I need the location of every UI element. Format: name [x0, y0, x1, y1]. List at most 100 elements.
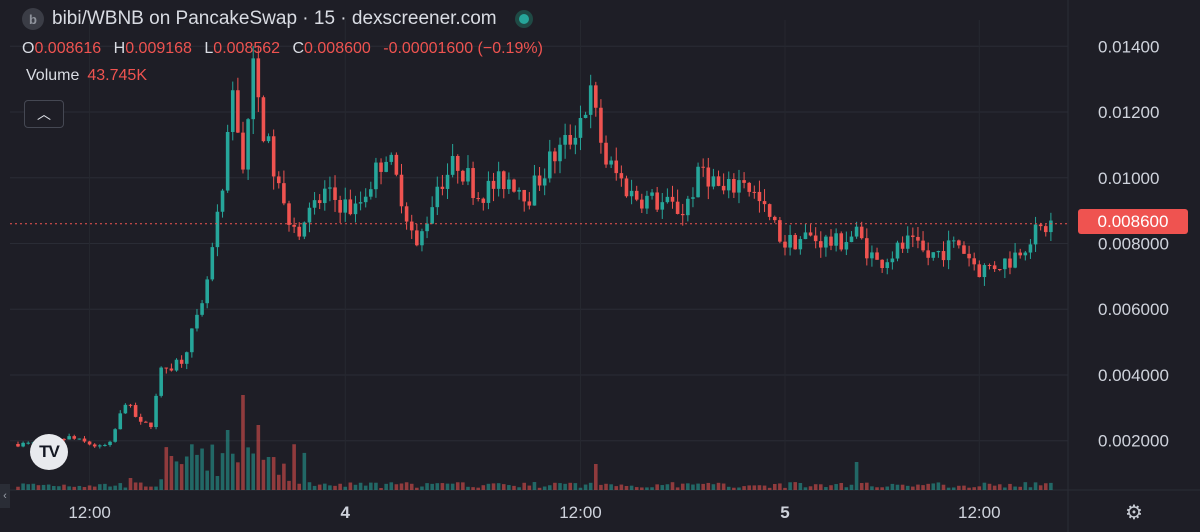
volume-bar: [614, 486, 619, 490]
candle-body: [312, 200, 317, 208]
candle-body: [537, 175, 542, 186]
candle-body: [982, 265, 987, 278]
candle-body: [568, 134, 573, 145]
volume-bar: [686, 483, 690, 490]
volume-bar: [496, 483, 501, 490]
volume-bar: [210, 444, 215, 490]
chevron-up-icon: ︿: [37, 106, 51, 122]
candle-body: [834, 233, 838, 246]
volume-bar: [547, 485, 552, 490]
y-tick-label: 0.01000: [1098, 169, 1159, 188]
volume-bar: [680, 483, 685, 490]
volume-bar: [573, 483, 578, 490]
volume-bar: [501, 484, 506, 490]
candle-body: [138, 416, 143, 422]
volume-bar: [936, 482, 941, 490]
candle-body: [205, 279, 209, 304]
y-tick-label: 0.01200: [1098, 103, 1159, 122]
volume-bar: [640, 487, 644, 490]
candle-body: [767, 204, 772, 217]
candle-body: [865, 238, 869, 259]
candle-body: [619, 173, 624, 179]
volume-bar: [706, 482, 711, 490]
candle-body: [706, 167, 711, 187]
x-tick-label: 12:00: [958, 503, 1001, 522]
candle-body: [369, 189, 373, 197]
volume-bar: [865, 482, 869, 490]
volume-bar: [870, 486, 874, 490]
candle-body: [849, 236, 854, 243]
candle-body: [854, 226, 859, 237]
candle-body: [225, 132, 230, 191]
volume-bar: [205, 470, 209, 490]
volume-bar: [404, 482, 409, 490]
tradingview-logo[interactable]: TV: [30, 434, 68, 470]
candle-body: [292, 224, 296, 227]
candle-body: [941, 251, 946, 261]
candle-body: [680, 213, 685, 216]
high-value: 0.009168: [125, 40, 192, 57]
volume-bar: [875, 487, 879, 490]
candle-body: [435, 186, 440, 208]
candle-body: [328, 187, 332, 189]
volume-bar: [455, 482, 460, 490]
candle-body: [921, 240, 925, 251]
volume-bar: [108, 486, 112, 490]
volume-bar: [184, 456, 189, 490]
candle-body: [512, 179, 516, 192]
candle-body: [246, 119, 250, 170]
scroll-left-icon[interactable]: ‹: [0, 484, 10, 508]
candle-body: [558, 144, 562, 162]
candle-body: [859, 226, 864, 239]
volume-bar: [481, 485, 486, 490]
candle-body: [655, 192, 659, 210]
volume-bar: [737, 487, 741, 490]
volume-bar: [553, 482, 557, 490]
candle-body: [317, 200, 322, 204]
y-tick-label: 0.008000: [1098, 234, 1169, 253]
volume-bar: [824, 487, 828, 490]
volume-bar: [1038, 485, 1043, 490]
volume-bar: [813, 484, 818, 490]
volume-bar: [716, 482, 721, 490]
candle-body: [752, 191, 757, 193]
candle-body: [149, 422, 153, 428]
volume-bar: [389, 482, 394, 490]
volume-bar: [297, 483, 302, 490]
candle-body: [190, 328, 194, 353]
high-label: H: [113, 40, 126, 57]
volume-bar: [374, 482, 378, 490]
volume-bar: [1018, 486, 1022, 490]
candle-body: [430, 207, 434, 224]
candle-body: [522, 189, 527, 202]
candle-body: [1013, 252, 1017, 268]
volume-bar: [911, 486, 915, 490]
candle-body: [21, 442, 25, 447]
volume-bar: [323, 483, 327, 490]
candle-body: [481, 198, 486, 203]
settings-gear-icon[interactable]: ⚙: [1125, 502, 1143, 524]
volume-bar: [46, 484, 51, 490]
candle-body: [726, 178, 731, 191]
candle-body: [92, 444, 97, 447]
candle-body: [793, 234, 798, 250]
volume-bar: [476, 487, 480, 490]
volume-bar: [164, 447, 169, 490]
candle-body: [957, 240, 961, 246]
collapse-legend-button[interactable]: ︿: [24, 100, 64, 128]
volume-bar: [174, 461, 179, 490]
volume-bar: [154, 486, 158, 490]
y-tick-label: 0.002000: [1098, 432, 1169, 451]
low-value: 0.008562: [213, 40, 281, 57]
volume-bar: [133, 482, 138, 490]
volume-bar: [839, 482, 844, 490]
volume-bar: [772, 484, 777, 490]
volume-bar: [123, 487, 128, 490]
candle-body: [640, 199, 644, 209]
volume-bar: [624, 485, 629, 490]
volume-bar: [36, 485, 41, 490]
volume-bar: [486, 483, 491, 490]
volume-bar: [808, 486, 813, 490]
